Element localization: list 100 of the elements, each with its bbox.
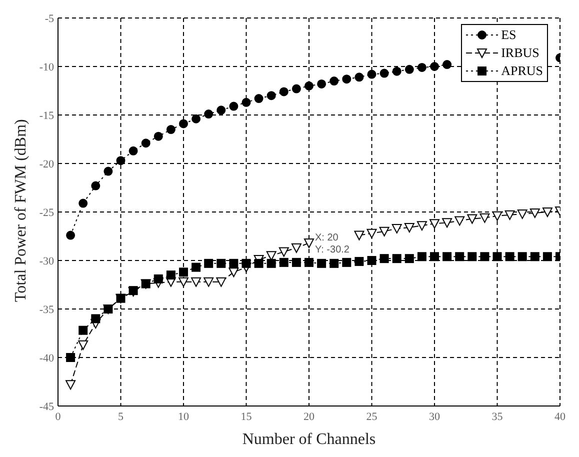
y-tick-label: -45 <box>39 400 54 413</box>
point <box>492 211 502 221</box>
point <box>91 181 100 190</box>
point <box>204 110 214 119</box>
x-tick-label: 35 <box>492 410 504 423</box>
y-tick-label: -30 <box>39 255 54 268</box>
y-axis-title: Total Power of FWM (dBm) <box>12 119 30 302</box>
y-tick-label: -40 <box>39 352 54 364</box>
point <box>254 258 264 268</box>
point <box>480 213 490 223</box>
point <box>279 87 288 96</box>
point <box>430 252 439 262</box>
point <box>455 252 464 262</box>
point <box>254 94 264 104</box>
point <box>78 340 88 350</box>
point <box>91 314 100 324</box>
point <box>216 277 226 287</box>
point <box>404 64 414 74</box>
legend-label: IRBUS <box>501 45 540 61</box>
point <box>392 224 402 234</box>
point <box>204 258 214 268</box>
y-tick-label: -20 <box>39 158 54 170</box>
point <box>492 252 502 262</box>
legend-label: ES <box>501 27 516 43</box>
point <box>354 256 364 266</box>
point <box>354 230 364 240</box>
point <box>504 210 515 220</box>
x-tick-label: 15 <box>240 410 252 423</box>
point <box>366 228 377 238</box>
point <box>216 106 226 115</box>
x-tick-label: 5 <box>118 410 124 423</box>
y-tick-label: -35 <box>39 304 54 316</box>
x-tick-label: 25 <box>366 410 378 423</box>
y-tick-label: -15 <box>39 110 54 122</box>
point <box>216 258 226 268</box>
point <box>430 219 440 229</box>
point <box>518 252 527 262</box>
point <box>467 214 478 224</box>
point <box>292 84 301 94</box>
point <box>192 114 201 124</box>
point <box>104 166 113 176</box>
point <box>317 258 326 268</box>
point <box>542 252 552 262</box>
point <box>367 256 376 265</box>
point <box>291 243 302 253</box>
point <box>505 252 514 262</box>
point <box>530 208 540 218</box>
point <box>78 198 88 208</box>
point <box>66 380 76 390</box>
point <box>517 209 528 219</box>
point <box>178 277 188 287</box>
point <box>128 146 138 156</box>
point <box>179 268 188 277</box>
point <box>179 119 188 128</box>
y-tick-label: -5 <box>44 12 54 25</box>
point <box>367 70 376 79</box>
point <box>242 98 251 107</box>
point <box>166 270 176 280</box>
point <box>229 102 238 111</box>
point <box>228 268 239 278</box>
y-tick-label: -10 <box>39 61 54 74</box>
x-tick-label: 20 <box>304 410 315 423</box>
point <box>480 252 490 262</box>
point <box>330 76 339 86</box>
point <box>404 254 414 264</box>
point <box>229 258 238 268</box>
point <box>141 138 150 148</box>
x-axis-title: Number of Channels <box>242 431 376 448</box>
y-tick-label: -25 <box>39 206 54 219</box>
point <box>442 218 452 228</box>
point <box>166 125 176 134</box>
point <box>354 72 364 82</box>
point <box>317 79 326 88</box>
point <box>304 81 314 90</box>
point <box>342 258 352 267</box>
point <box>430 62 439 71</box>
x-tick-label: 10 <box>178 410 190 423</box>
point <box>454 216 465 226</box>
point <box>154 274 163 284</box>
point <box>192 262 201 272</box>
annotation: X: 20 Y: -30.2 <box>315 232 350 256</box>
x-tick-label: 0 <box>55 410 62 423</box>
point <box>116 156 126 166</box>
point <box>442 252 452 262</box>
point <box>154 132 163 141</box>
point <box>404 223 414 233</box>
point <box>279 258 288 267</box>
point <box>66 353 76 362</box>
point <box>392 254 402 264</box>
point <box>542 208 552 217</box>
point <box>292 258 301 267</box>
point <box>417 252 426 262</box>
legend-label: APRUS <box>501 63 543 79</box>
point <box>392 66 402 76</box>
point <box>442 60 452 70</box>
point <box>242 258 251 268</box>
point <box>417 62 426 72</box>
point <box>266 258 276 268</box>
point <box>330 258 339 268</box>
point <box>304 258 314 267</box>
